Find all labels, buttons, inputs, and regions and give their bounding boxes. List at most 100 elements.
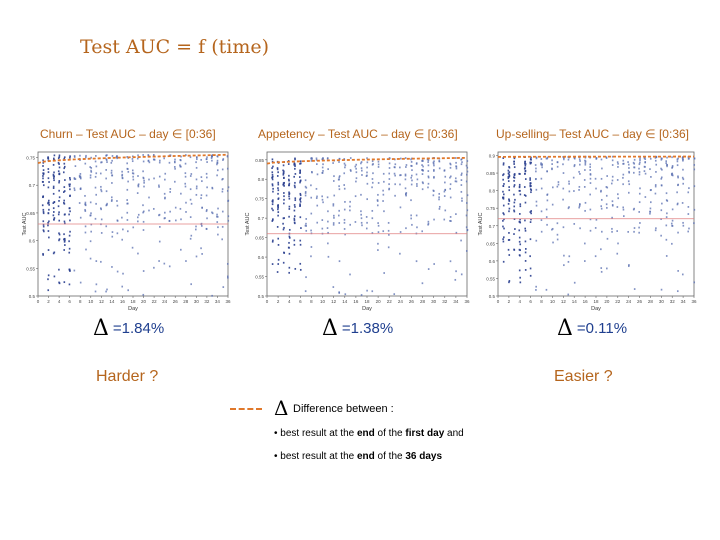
data-point <box>584 209 586 212</box>
data-point <box>216 221 219 223</box>
data-point <box>58 172 61 175</box>
data-point <box>343 228 346 230</box>
data-point <box>63 190 66 192</box>
data-point <box>48 203 50 206</box>
x-tick-label: 8 <box>79 299 82 304</box>
data-point <box>282 164 285 167</box>
data-point <box>508 174 511 177</box>
data-point <box>41 204 44 207</box>
data-point <box>655 227 657 230</box>
data-point <box>271 219 274 221</box>
data-point <box>671 156 673 159</box>
data-point <box>48 181 50 183</box>
data-point <box>169 210 171 213</box>
data-point <box>513 201 516 204</box>
data-point <box>507 202 510 205</box>
data-point <box>57 157 60 160</box>
data-point <box>168 161 171 164</box>
data-point <box>299 198 301 201</box>
data-point <box>294 205 296 208</box>
x-tick-label: 32 <box>204 299 210 304</box>
data-point <box>153 153 155 156</box>
y-tick-label: 0.65 <box>486 241 495 246</box>
data-point <box>507 172 510 175</box>
data-point <box>205 158 208 160</box>
data-point <box>217 233 219 236</box>
data-point <box>111 159 113 162</box>
data-point <box>610 182 613 185</box>
data-point <box>502 225 504 228</box>
data-point <box>206 186 208 189</box>
x-tick-label: 22 <box>152 299 158 304</box>
data-point <box>427 170 430 172</box>
chart-title-upselling: Up-selling– Test AUC – day ∈ [0:36] <box>496 127 689 141</box>
data-point <box>53 177 55 180</box>
data-point <box>288 235 291 238</box>
data-point <box>404 174 407 177</box>
data-point <box>365 216 368 218</box>
data-point <box>338 178 340 181</box>
data-point <box>294 173 297 175</box>
data-point <box>568 206 570 208</box>
data-point <box>333 216 335 219</box>
data-point <box>377 182 380 184</box>
data-point <box>47 274 50 277</box>
y-tick-label: 0.75 <box>486 206 495 211</box>
data-point <box>354 195 357 198</box>
data-point <box>227 199 230 202</box>
data-point <box>654 185 657 188</box>
data-point <box>660 157 663 160</box>
data-point <box>148 209 150 212</box>
data-point <box>79 172 82 175</box>
data-point <box>282 172 285 174</box>
data-point <box>293 239 296 242</box>
data-point <box>399 174 401 177</box>
data-point <box>47 186 50 189</box>
data-point <box>163 217 166 220</box>
data-point <box>137 252 139 255</box>
y-tick-label: 0.6 <box>29 239 36 244</box>
data-point <box>540 177 543 180</box>
data-point <box>271 207 273 210</box>
data-point <box>63 281 66 284</box>
data-point <box>84 203 86 206</box>
data-point <box>530 210 533 212</box>
data-point <box>600 177 603 180</box>
data-point <box>288 241 290 244</box>
data-point <box>589 177 592 180</box>
data-point <box>69 183 71 186</box>
data-point <box>377 166 380 168</box>
data-point <box>665 160 667 163</box>
data-point <box>69 176 71 179</box>
data-point <box>563 156 565 159</box>
data-point <box>299 181 301 184</box>
data-point <box>293 217 296 220</box>
data-point <box>677 231 679 234</box>
data-point <box>519 276 521 279</box>
data-point <box>85 154 87 157</box>
y-axis-label: Test AUC <box>22 213 28 236</box>
data-point <box>69 178 71 181</box>
data-point <box>681 176 684 179</box>
data-point <box>349 273 351 276</box>
x-tick-label: 36 <box>691 299 697 304</box>
data-point <box>371 232 374 234</box>
data-point <box>63 162 66 165</box>
y-tick-label: 0.8 <box>489 189 496 194</box>
data-point <box>349 209 351 212</box>
data-point <box>579 163 581 166</box>
data-point <box>524 194 527 197</box>
delta-upselling-value: =0.11% <box>576 320 628 337</box>
data-point <box>326 157 329 160</box>
data-point <box>427 222 430 225</box>
data-point <box>95 193 97 196</box>
data-point <box>410 217 412 220</box>
data-point <box>221 238 223 241</box>
data-point <box>127 168 129 170</box>
y-tick-label: 0.5 <box>258 294 265 299</box>
data-point <box>43 230 45 233</box>
data-point <box>628 264 630 266</box>
data-point <box>502 197 505 200</box>
x-tick-label: 30 <box>431 299 437 304</box>
data-point <box>502 260 505 263</box>
